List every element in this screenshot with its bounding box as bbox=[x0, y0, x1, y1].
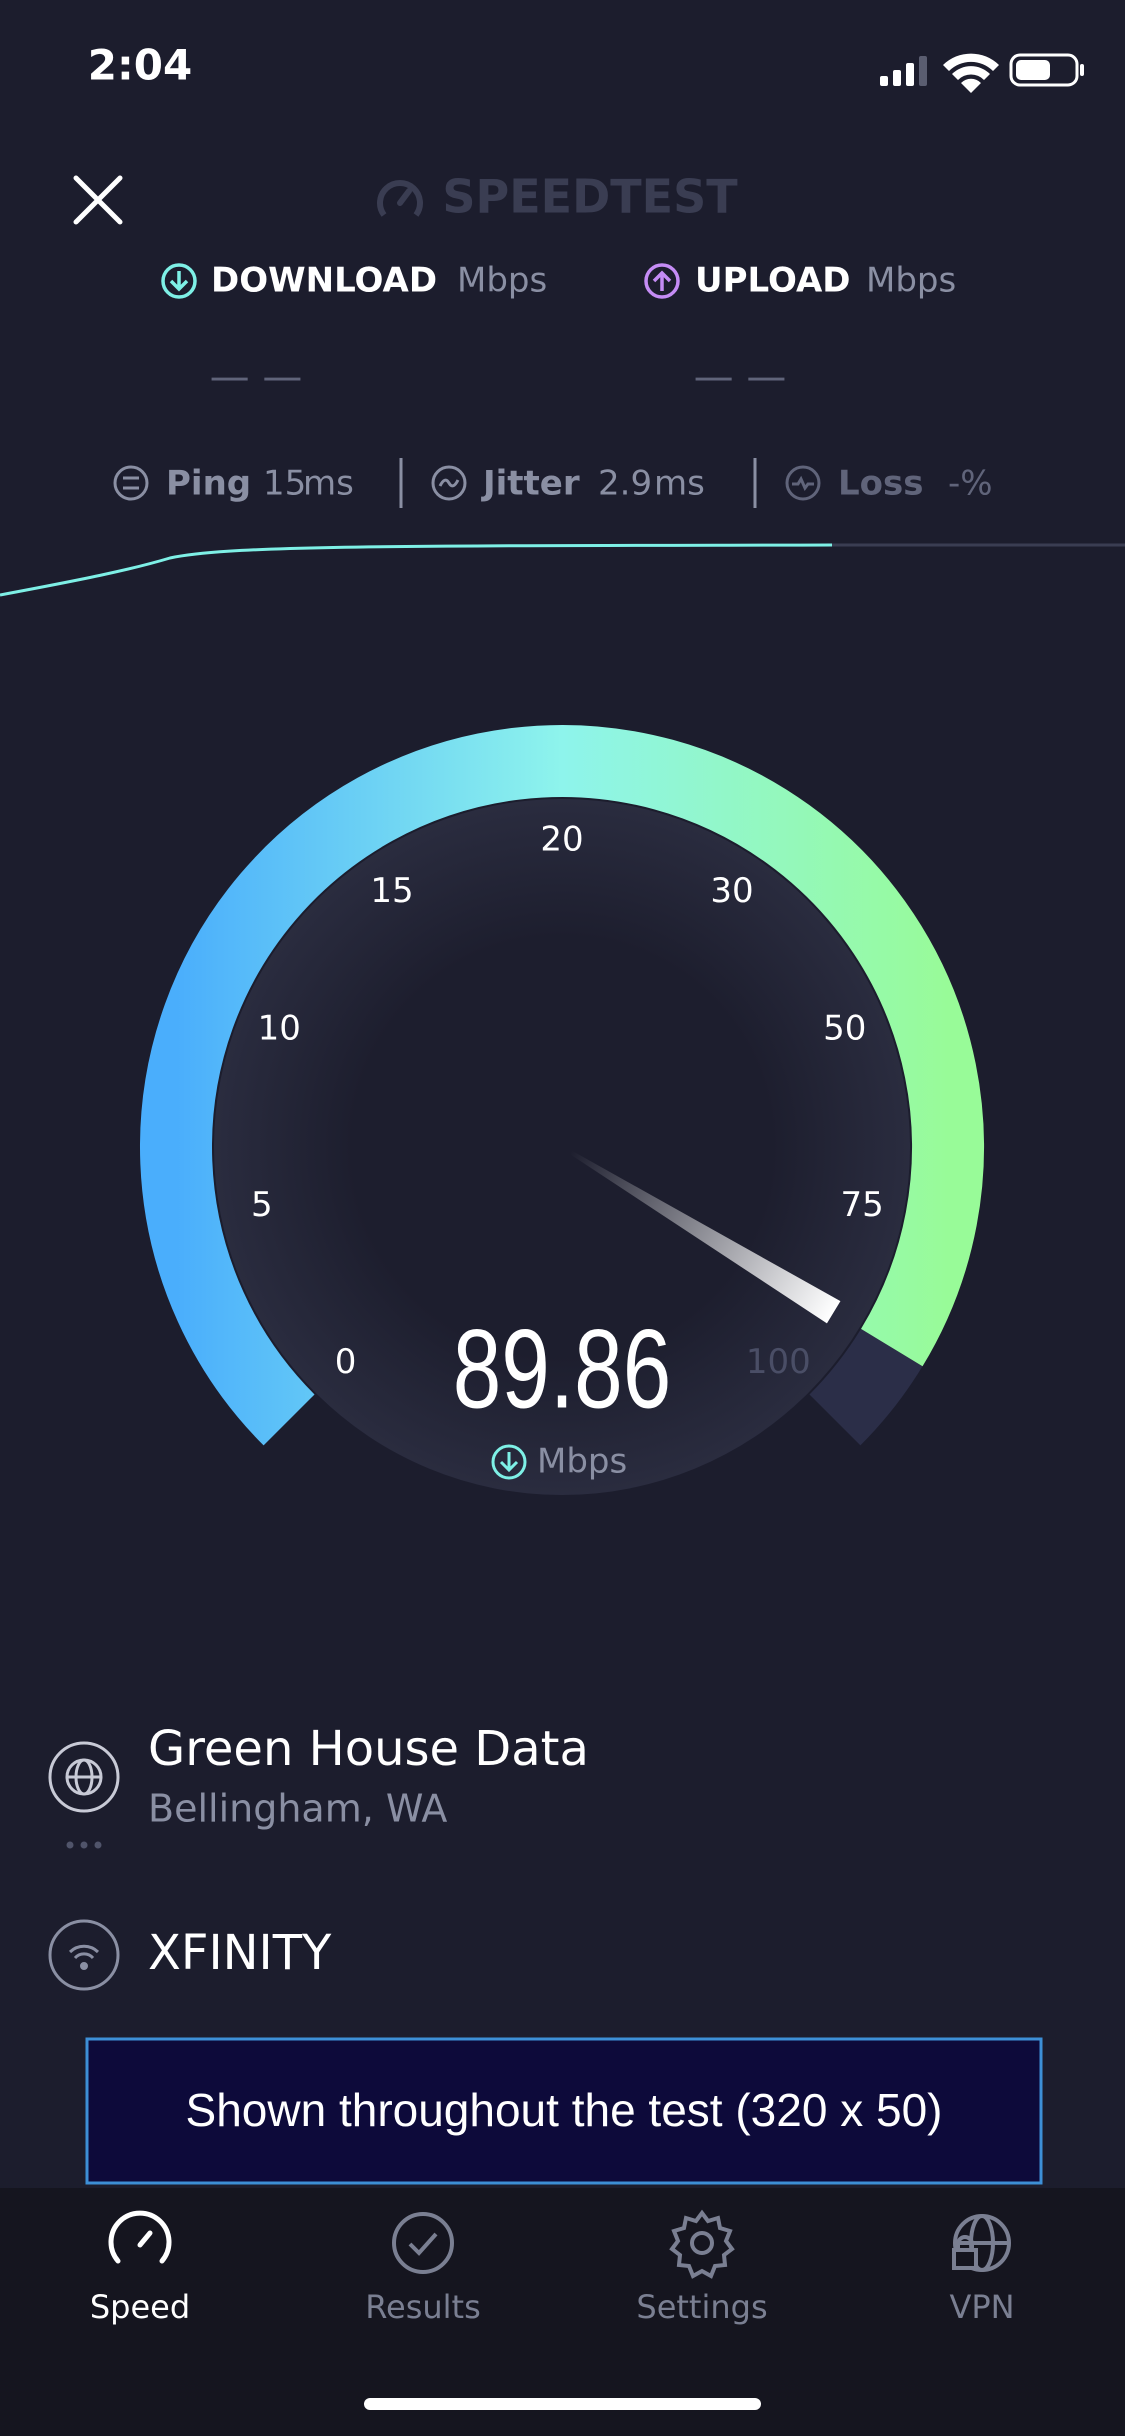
download-label: DOWNLOAD bbox=[211, 261, 437, 301]
tab-label[interactable]: Speed bbox=[90, 2288, 190, 2326]
jitter-value: 2.9 bbox=[598, 464, 652, 504]
gauge-tick-label: 0 bbox=[335, 1342, 357, 1382]
tab-vpn-icon[interactable] bbox=[952, 2214, 1011, 2272]
ping-value: 15 bbox=[263, 464, 306, 504]
gauge-unit: Mbps bbox=[537, 1442, 627, 1482]
status-time: 2:04 bbox=[88, 41, 192, 90]
upload-label: UPLOAD bbox=[695, 261, 851, 301]
tab-speed-icon[interactable] bbox=[108, 2210, 172, 2264]
status-icons bbox=[880, 53, 1084, 93]
download-icon bbox=[161, 263, 197, 299]
jitter-icon bbox=[431, 465, 467, 501]
ad-text: Shown throughout the test (320 x 50) bbox=[186, 2084, 943, 2136]
tab-labels: Speed Results Settings VPN bbox=[90, 2288, 1015, 2326]
isp-name: XFINITY bbox=[148, 1925, 332, 1981]
jitter-label: Jitter bbox=[481, 464, 580, 504]
tab-settings-icon[interactable] bbox=[669, 2209, 735, 2279]
server-icon bbox=[48, 1741, 120, 1813]
speed-graph bbox=[0, 543, 833, 597]
gauge-unit-icon bbox=[491, 1444, 527, 1480]
gauge: 0 5 10 15 20 30 50 75 100 bbox=[140, 725, 984, 1446]
tab-label[interactable]: Results bbox=[365, 2288, 481, 2326]
gauge-value: 89.86 bbox=[453, 1307, 672, 1432]
upload-unit: Mbps bbox=[866, 261, 956, 301]
upload-icon bbox=[644, 263, 680, 299]
home-indicator bbox=[364, 2398, 761, 2410]
gauge-tick-label: 75 bbox=[840, 1185, 883, 1225]
gauge-needle bbox=[569, 1150, 841, 1324]
gauge-tick-label: 5 bbox=[251, 1185, 273, 1225]
loss-label: Loss bbox=[838, 464, 924, 504]
close-button[interactable] bbox=[73, 175, 123, 225]
ping-unit: ms bbox=[303, 464, 354, 504]
tab-label[interactable]: Settings bbox=[636, 2288, 767, 2326]
gauge-tick-label: 50 bbox=[823, 1008, 866, 1048]
logo-text: SPEEDTEST bbox=[442, 170, 738, 224]
gauge-tick-label: 20 bbox=[540, 820, 583, 860]
ping-label: Ping bbox=[166, 464, 251, 504]
tab-results-icon[interactable] bbox=[392, 2212, 454, 2274]
tab-bar bbox=[0, 2188, 1125, 2436]
server-name[interactable]: Green House Data bbox=[148, 1721, 589, 1777]
jitter-unit: ms bbox=[654, 464, 705, 504]
ping-icon bbox=[113, 465, 149, 501]
gauge-tick-label: 30 bbox=[710, 871, 753, 911]
ad-banner[interactable] bbox=[85, 2037, 1043, 2185]
download-unit: Mbps bbox=[457, 261, 547, 301]
isp-icon bbox=[48, 1919, 120, 1991]
gauge-track bbox=[809, 1328, 923, 1446]
gauge-tick-label: 10 bbox=[258, 1008, 301, 1048]
server-more[interactable] bbox=[66, 1841, 102, 1849]
tab-label[interactable]: VPN bbox=[949, 2288, 1014, 2326]
server-location: Bellingham, WA bbox=[148, 1787, 447, 1831]
download-value: — — bbox=[210, 354, 303, 400]
loss-icon bbox=[785, 465, 821, 501]
gauge-tick-label: 15 bbox=[370, 871, 413, 911]
gauge-face bbox=[214, 799, 910, 1495]
loss-value: -% bbox=[948, 464, 993, 504]
upload-value: — — bbox=[694, 354, 787, 400]
gauge-progress bbox=[140, 725, 984, 1446]
logo-icon bbox=[377, 180, 423, 217]
gauge-tick-label: 100 bbox=[746, 1342, 811, 1382]
